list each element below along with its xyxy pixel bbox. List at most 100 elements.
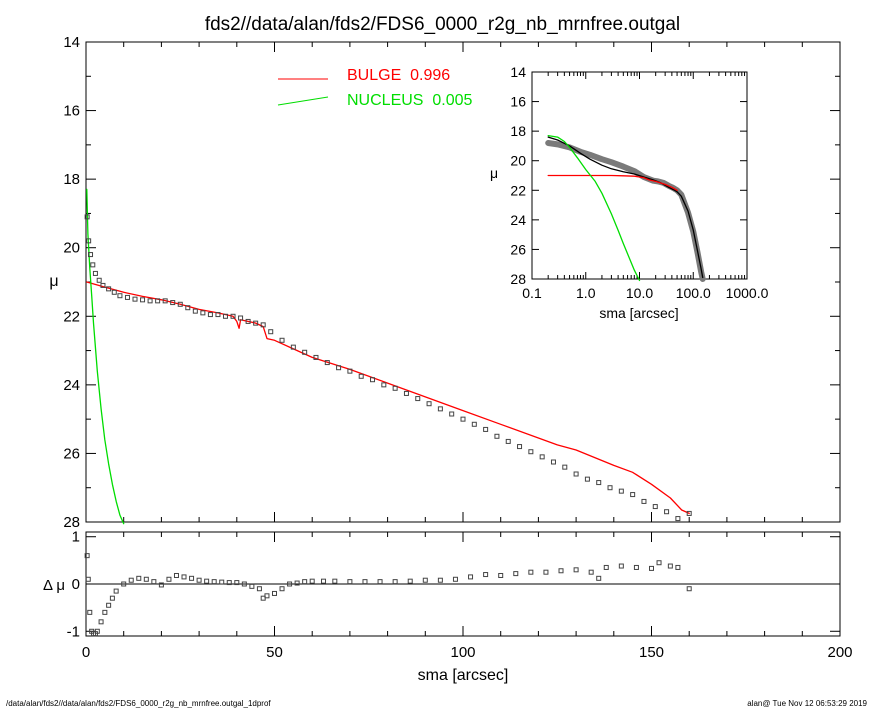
inset-x-tick-label: 1000.0 (726, 285, 769, 301)
main-y-tick-label: 14 (63, 34, 80, 51)
residual-point (136, 575, 142, 581)
main-data-point (268, 329, 274, 335)
residual-point (173, 572, 179, 578)
legend: BULGE 0.996 NUCLEUS 0.005 (277, 67, 472, 109)
main-y-tick-label: 22 (63, 308, 80, 325)
residual-point (649, 565, 654, 571)
residual-point (468, 574, 474, 580)
residual-point (113, 588, 119, 594)
main-data-point (562, 464, 568, 470)
residual-point (249, 583, 255, 589)
inset-y-tick-label: 14 (510, 64, 526, 80)
main-series-layer (84, 188, 692, 525)
inset-bulge-line (547, 174, 678, 191)
main-data-point (403, 390, 409, 396)
residual-point (264, 593, 270, 599)
main-data-point (460, 416, 466, 422)
residual-point (87, 609, 93, 615)
residual-point (234, 580, 240, 586)
residual-point (603, 564, 609, 570)
main-data-point (437, 406, 443, 412)
inset-series-layer (545, 134, 706, 282)
residual-point (158, 582, 164, 588)
main-data-point (117, 293, 123, 299)
residual-point (618, 563, 624, 569)
main-data-point (290, 344, 296, 350)
main-y-axis: 14 16 18 20 22 24 26 28 (63, 34, 841, 531)
inset-total-line (547, 136, 704, 279)
residual-point (94, 628, 100, 634)
main-data-point (215, 312, 221, 318)
residual-point (437, 577, 443, 583)
main-bulge-line (86, 281, 690, 515)
main-data-point (132, 296, 138, 302)
main-data-point (185, 305, 191, 311)
main-data-point (528, 449, 534, 455)
residual-point (128, 577, 134, 583)
main-y-tick-label: 18 (63, 171, 80, 188)
main-data-point (415, 396, 421, 402)
residual-point (143, 576, 149, 582)
residual-point (241, 581, 247, 587)
main-data-point (92, 270, 98, 276)
residual-point (272, 590, 277, 596)
main-data-point (573, 471, 579, 477)
main-data-point (347, 368, 353, 374)
residual-point (189, 575, 195, 581)
residual-point (633, 564, 639, 570)
main-data-point (230, 313, 236, 319)
residual-point (588, 569, 594, 575)
residual-point (513, 571, 519, 577)
main-data-point (84, 214, 90, 220)
residual-point (181, 574, 187, 580)
residual-point (256, 586, 262, 592)
residual-point (498, 572, 504, 578)
x-tick-label: 0 (82, 644, 90, 661)
residual-y-axis-label: Δ μ (43, 577, 65, 594)
main-data-point (641, 498, 647, 504)
main-data-point (652, 504, 658, 510)
residual-point (321, 578, 327, 584)
main-y-axis-label: μ (49, 273, 58, 290)
main-data-point (686, 510, 692, 516)
residual-point (407, 578, 413, 584)
main-data-point (192, 308, 198, 314)
inset-axes: 14 16 18 20 22 24 26 280.1 1.0 10.0 100.0 1000.0 (510, 64, 768, 301)
residual-point (226, 580, 232, 586)
main-data-point (664, 509, 670, 515)
residual-series-layer (84, 553, 692, 637)
residual-point (85, 576, 91, 582)
main-data-point (90, 262, 96, 268)
residual-point (686, 586, 692, 592)
main-data-point (517, 444, 523, 450)
inset-y-tick-label: 24 (510, 212, 526, 228)
residual-point (309, 578, 315, 584)
inset-y-tick-label: 18 (510, 123, 526, 139)
main-data-point (607, 485, 613, 491)
main-data-point (675, 516, 681, 522)
residual-point (219, 579, 225, 585)
main-data-point (302, 349, 308, 355)
residual-point (302, 579, 308, 585)
main-data-point (253, 320, 259, 326)
inset-nucleus-line (547, 134, 641, 282)
residual-point (332, 578, 338, 584)
x-tick-label: 50 (266, 644, 283, 661)
main-data-point (124, 294, 130, 300)
inset-y-tick-label: 26 (510, 241, 526, 257)
main-y-tick-label: 20 (63, 240, 80, 257)
main-data-point (260, 322, 266, 328)
main-data-point (106, 286, 112, 292)
residual-point (452, 576, 458, 582)
residual-point (667, 563, 673, 569)
main-data-point (392, 385, 398, 391)
main-data-point (370, 377, 376, 383)
residual-point (294, 580, 300, 586)
main-data-point (505, 438, 511, 444)
main-data-point (494, 433, 500, 439)
main-data-point (618, 488, 624, 494)
x-tick-label: 150 (639, 644, 664, 661)
footer-timestamp: alan@ Tue Nov 12 06:53:29 2019 (747, 699, 867, 708)
